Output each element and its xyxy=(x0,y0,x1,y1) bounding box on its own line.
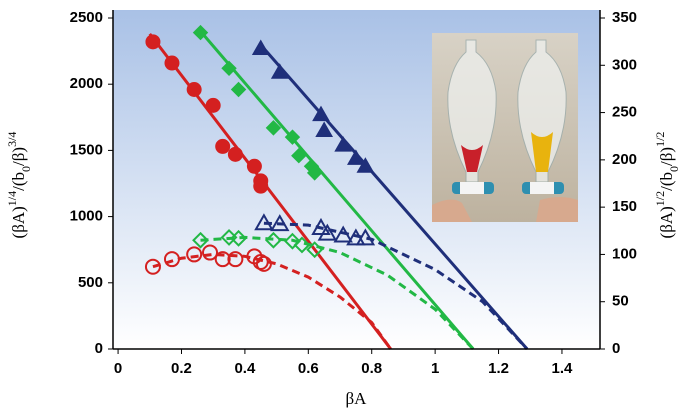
label-part: /(b xyxy=(657,172,676,191)
label-part: /(b xyxy=(9,172,28,191)
y-tick-label: 500 xyxy=(78,274,103,291)
y2-tick-label: 200 xyxy=(612,151,637,168)
marker xyxy=(165,56,179,70)
marker xyxy=(206,98,220,112)
marker xyxy=(146,35,160,49)
y2-tick-label: 300 xyxy=(612,56,637,73)
x-tick-label: 1 xyxy=(431,360,439,377)
marker xyxy=(187,82,201,96)
y2-axis-label: (βA)1/2/(b0/β)1/2 xyxy=(653,132,681,239)
marker xyxy=(254,179,268,193)
marker xyxy=(216,139,230,153)
x-axis-label: βA xyxy=(346,389,368,408)
x-tick-label: 1.4 xyxy=(552,360,574,377)
inset-photo xyxy=(432,33,578,222)
label-part: (βA) xyxy=(9,206,28,238)
chart: βA (βA)1/4/(b0/β)3/4 (βA)1/2/(b0/β)1/2 0… xyxy=(0,0,689,414)
y-tick-label: 1500 xyxy=(70,141,103,158)
marker xyxy=(228,147,242,161)
label-part: /β) xyxy=(9,147,28,166)
y2-tick-label: 350 xyxy=(612,9,637,26)
label-part: 1/2 xyxy=(653,132,667,147)
label-part: /β) xyxy=(657,147,676,166)
x-tick-label: 0.4 xyxy=(234,360,256,377)
x-tick-label: 0 xyxy=(114,360,122,377)
x-tick-label: 1.2 xyxy=(488,360,509,377)
y-tick-label: 0 xyxy=(95,340,103,357)
y2-tick-label: 50 xyxy=(612,293,629,310)
label-part: 1/4 xyxy=(5,191,19,206)
x-tick-label: 0.8 xyxy=(361,360,382,377)
y-tick-label: 2000 xyxy=(70,75,103,92)
y-axis-label: (βA)1/4/(b0/β)3/4 xyxy=(5,132,33,239)
page: {"chart_data": { "type": "scatter", "xla… xyxy=(0,0,689,414)
y2-tick-label: 100 xyxy=(612,245,637,262)
x-tick-label: 0.6 xyxy=(298,360,319,377)
y-tick-label: 2500 xyxy=(70,9,103,26)
x-tick-label: 0.2 xyxy=(171,360,192,377)
y-tick-label: 1000 xyxy=(70,208,103,225)
marker xyxy=(247,159,261,173)
label-part: 1/2 xyxy=(653,191,667,206)
y2-tick-label: 0 xyxy=(612,340,620,357)
label-part: (βA) xyxy=(657,206,676,238)
label-part: 3/4 xyxy=(5,132,19,147)
y2-tick-label: 150 xyxy=(612,198,637,215)
y2-tick-label: 250 xyxy=(612,104,637,121)
